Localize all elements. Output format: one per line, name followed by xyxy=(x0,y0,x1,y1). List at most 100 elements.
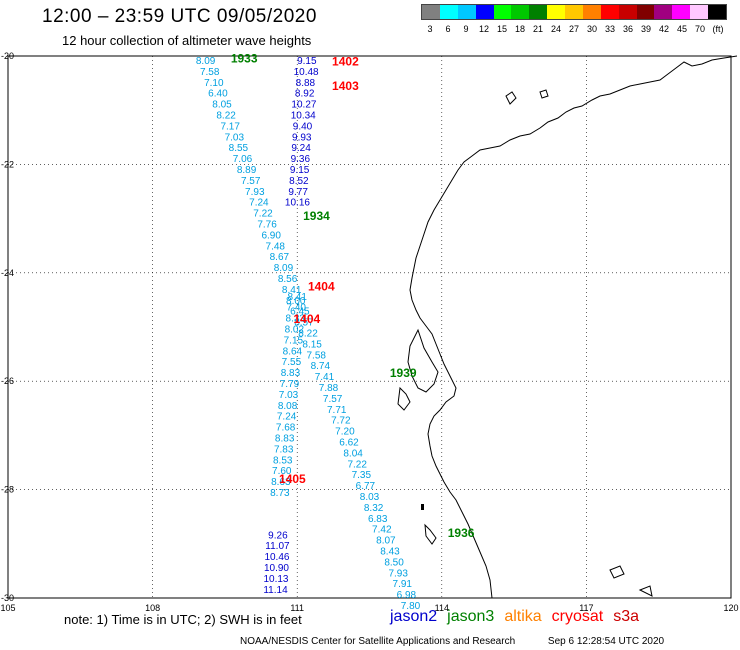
legend-label: 21 xyxy=(532,24,543,34)
wave-height-value: 9.77 xyxy=(288,187,308,198)
wave-height-value: 6.45 xyxy=(290,307,310,318)
abrolhos-islands xyxy=(424,523,437,545)
wave-height-value: 9.40 xyxy=(293,121,313,132)
wave-height-value: 8.32 xyxy=(364,503,384,514)
legend-swatch xyxy=(565,5,583,19)
color-legend: 3 6 9 12 15 18 21 24 27 30 33 36 39 42 45 70 (ft) xyxy=(421,4,727,34)
legend-label: 36 xyxy=(622,24,633,34)
dirk-hartog-island xyxy=(397,386,411,411)
lat-tick-label: -26 xyxy=(1,376,14,386)
legend-swatch xyxy=(511,5,530,19)
wave-height-value: 7.24 xyxy=(249,198,269,209)
wave-height-value: 7.42 xyxy=(372,525,392,536)
wave-height-value: 9.24 xyxy=(291,143,311,154)
wave-height-value: 7.76 xyxy=(257,220,277,231)
wave-height-value: 7.79 xyxy=(280,379,300,390)
wave-height-value: 6.77 xyxy=(356,481,376,492)
lat-tick-label: -30 xyxy=(1,593,14,603)
wave-height-value: 7.48 xyxy=(266,241,286,252)
pass-time-label: 1936 xyxy=(448,526,475,540)
satellite-legend: jason2 jason3 altika cryosat s3a xyxy=(390,608,649,626)
wave-height-value: 7.03 xyxy=(225,132,245,143)
wave-height-value: 9.93 xyxy=(292,132,312,143)
wave-height-value: 9.15 xyxy=(297,56,317,67)
wave-height-value: 7.57 xyxy=(323,394,343,405)
satellite-jason2: jason2 xyxy=(390,608,438,625)
wave-height-value: 11.07 xyxy=(265,541,290,552)
wave-height-value: 10.48 xyxy=(294,67,319,78)
page-subtitle: 12 hour collection of altimeter wave hei… xyxy=(62,33,312,48)
wave-height-value: 7.68 xyxy=(276,423,296,434)
legend-label: 15 xyxy=(496,24,507,34)
wave-height-value: 7.93 xyxy=(245,187,265,198)
pass-time-label: 1403 xyxy=(332,79,359,93)
wave-height-value: 10.90 xyxy=(264,563,289,574)
legend-label: 9 xyxy=(463,24,469,34)
legend-label: 18 xyxy=(514,24,525,34)
pass-time-label: 1405 xyxy=(279,472,306,486)
wave-height-value: 7.40 xyxy=(287,303,307,314)
map-frame xyxy=(7,55,732,599)
wave-height-value: 7.03 xyxy=(279,390,299,401)
wave-height-value: 7.60 xyxy=(272,466,292,477)
legend-swatch xyxy=(636,5,655,19)
wave-height-value: 9.26 xyxy=(268,530,288,541)
legend-label: 42 xyxy=(658,24,669,34)
wave-height-value: 8.83 xyxy=(281,368,301,379)
lon-tick-label: 105 xyxy=(0,603,15,613)
wave-height-value: 7.35 xyxy=(352,470,372,481)
wave-height-value: 8.41 xyxy=(287,292,307,303)
wave-height-value: 11.14 xyxy=(263,585,288,596)
wave-height-value: 8.33 xyxy=(286,314,306,325)
lon-tick-label: 111 xyxy=(290,603,304,613)
wave-height-value: 7.80 xyxy=(401,601,421,612)
wave-height-value: 8.74 xyxy=(311,361,331,372)
pass-time-label: 1402 xyxy=(332,54,359,68)
wave-height-value: 6.98 xyxy=(397,590,417,601)
legend-swatch xyxy=(439,5,458,19)
wave-height-value: 9.36 xyxy=(291,154,311,165)
lat-tick-label: -24 xyxy=(1,268,14,278)
satellite-altika: altika xyxy=(504,608,542,625)
credit-text: NOAA/NESDIS Center for Satellite Applica… xyxy=(240,636,516,647)
lon-tick-label: 114 xyxy=(435,603,449,613)
wave-height-value: 10.13 xyxy=(263,574,288,585)
wave-height-value: 7.41 xyxy=(315,372,335,383)
lat-tick-label: -22 xyxy=(1,159,14,169)
wave-height-value: 6.40 xyxy=(208,89,228,100)
wave-height-value: 8.53 xyxy=(273,455,293,466)
wave-height-value: 7.10 xyxy=(204,78,224,89)
legend-swatch xyxy=(493,5,512,19)
wave-height-value: 10.34 xyxy=(291,111,316,122)
pass-time-label: 1939 xyxy=(390,366,417,380)
wave-height-value: 8.56 xyxy=(278,274,298,285)
legend-labels: 3 6 9 12 15 18 21 24 27 30 33 36 39 42 45 70 (ft) xyxy=(421,24,727,34)
footer-credit: NOAA/NESDIS Center for Satellite Applica… xyxy=(240,636,664,647)
wave-height-value: 7.57 xyxy=(241,176,261,187)
wave-height-value: 8.09 xyxy=(274,263,294,274)
legend-swatch xyxy=(529,5,548,19)
wave-height-value: 8.02 xyxy=(285,324,305,335)
wave-height-value: 8.92 xyxy=(295,89,315,100)
wave-height-value: 8.41 xyxy=(282,285,302,296)
legend-swatches xyxy=(421,4,727,20)
timestamp: Sep 6 12:28:54 UTC 2020 xyxy=(547,636,665,647)
legend-swatch xyxy=(672,5,691,19)
legend-label: 33 xyxy=(604,24,615,34)
island xyxy=(539,89,549,99)
wave-height-value: 7.17 xyxy=(220,121,240,132)
legend-swatch xyxy=(582,5,601,19)
page-title: 12:00 – 23:59 UTC 09/05/2020 xyxy=(42,6,317,27)
legend-label: 6 xyxy=(445,24,451,34)
legend-label: (ft) xyxy=(712,24,724,34)
wave-height-value: 8.55 xyxy=(229,143,249,154)
pass-time-label: 1404 xyxy=(293,312,320,326)
wave-height-value: 7.93 xyxy=(388,568,408,579)
satellite-s3a: s3a xyxy=(613,608,640,625)
legend-swatch xyxy=(547,5,565,19)
pass-time-label: 1404 xyxy=(308,279,335,293)
wave-height-value: 10.16 xyxy=(285,198,310,209)
legend-swatch xyxy=(422,5,440,19)
wave-height-value: 8.88 xyxy=(296,78,316,89)
coastline xyxy=(409,55,738,599)
